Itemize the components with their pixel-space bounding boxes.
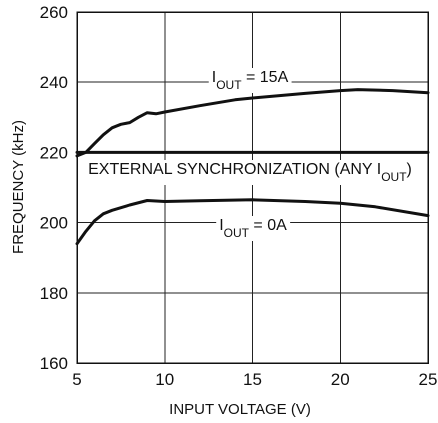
label-iout-0a-tail: = 0A xyxy=(249,217,287,234)
label-iout-0a-subscript: OUT xyxy=(224,226,250,240)
tick-labels: 5 10 15 20 25 160 180 200 220 240 260 xyxy=(40,3,438,389)
x-tick-label: 15 xyxy=(243,370,262,389)
label-external-sync-main: EXTERNAL SYNCHRONIZATION (ANY I xyxy=(88,161,381,178)
label-external-sync-subscript: OUT xyxy=(381,170,407,184)
series-lines xyxy=(75,88,430,246)
label-external-sync-group: EXTERNAL SYNCHRONIZATION (ANY IOUT) xyxy=(85,160,415,185)
y-tick-label: 180 xyxy=(40,284,68,303)
y-tick-label: 160 xyxy=(40,354,68,373)
label-iout-15a-tail: = 15A xyxy=(242,69,289,86)
y-tick-label: 200 xyxy=(40,214,68,233)
label-iout-15a: IOUT = 15A xyxy=(212,69,289,92)
label-iout-15a-subscript: OUT xyxy=(216,78,242,92)
x-axis-title: INPUT VOLTAGE (V) xyxy=(169,401,311,418)
plot-frame xyxy=(76,11,429,364)
label-external-sync-tail: ) xyxy=(407,161,412,178)
label-iout-15a-main: I xyxy=(212,69,216,86)
label-iout-0a-main: I xyxy=(219,217,223,234)
label-iout-0a: IOUT = 0A xyxy=(219,217,287,240)
series-line-iout-15a xyxy=(75,88,430,158)
y-tick-label: 260 xyxy=(40,3,68,22)
series-line-iout-0a xyxy=(75,198,430,246)
label-iout-15a-group: IOUT = 15A xyxy=(208,68,292,93)
label-iout-0a-group: IOUT = 0A xyxy=(216,216,291,241)
y-tick-label: 220 xyxy=(40,143,68,162)
label-external-sync: EXTERNAL SYNCHRONIZATION (ANY IOUT) xyxy=(88,161,412,184)
y-axis-title: FREQUENCY (kHz) xyxy=(10,120,27,254)
x-tick-label: 20 xyxy=(331,370,350,389)
label-external-sync-background xyxy=(85,160,415,185)
label-iout-15a-background xyxy=(208,68,292,93)
x-tick-label: 25 xyxy=(419,370,438,389)
x-tick-label: 5 xyxy=(72,370,81,389)
y-tick-label: 240 xyxy=(40,73,68,92)
x-tick-label: 10 xyxy=(155,370,174,389)
grid xyxy=(77,12,428,363)
label-iout-0a-background xyxy=(216,216,291,241)
